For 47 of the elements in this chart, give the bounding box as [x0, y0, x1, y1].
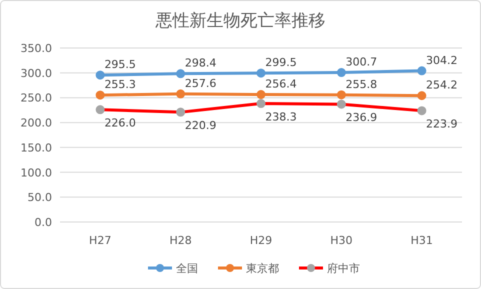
data-label: 295.5 — [104, 58, 136, 72]
y-tick-label: 100.0 — [20, 166, 52, 180]
x-tick-label: H29 — [250, 234, 272, 247]
data-label: 254.2 — [426, 78, 458, 92]
point — [96, 105, 105, 114]
point — [256, 90, 266, 100]
data-label: 220.9 — [184, 119, 216, 132]
y-tick-label: 350.0 — [20, 42, 52, 55]
x-tick-label: H28 — [169, 234, 192, 247]
point — [176, 108, 186, 117]
point — [96, 70, 105, 80]
data-label: 223.9 — [426, 118, 458, 131]
data-label: 236.9 — [346, 111, 378, 124]
x-tick-label: H31 — [410, 234, 433, 247]
point — [417, 66, 426, 76]
data-label: 255.3 — [104, 78, 136, 92]
data-label: 298.4 — [184, 56, 216, 70]
data-label: 300.7 — [346, 56, 378, 69]
legend-label: 府中市 — [327, 262, 360, 275]
point — [336, 90, 346, 100]
y-tick-label: 300.0 — [20, 66, 52, 80]
point — [176, 89, 186, 98]
legend-label: 全国 — [176, 262, 198, 275]
point — [256, 99, 266, 108]
y-tick-label: 200.0 — [20, 116, 52, 130]
point — [336, 68, 346, 78]
x-tick-label: H27 — [89, 234, 112, 247]
legend-label: 東京都 — [246, 262, 279, 275]
x-tick-label: H30 — [330, 234, 353, 247]
point — [417, 91, 426, 100]
data-label: 304.2 — [426, 54, 458, 67]
point — [417, 106, 426, 116]
point — [256, 68, 266, 78]
y-tick-label: 0.0 — [34, 216, 52, 229]
data-label: 299.5 — [265, 56, 297, 70]
chart-title: 悪性新生物死亡率推移 — [154, 11, 326, 31]
y-tick-label: 150.0 — [20, 141, 52, 154]
y-tick-label: 250.0 — [20, 92, 52, 105]
data-label: 256.4 — [265, 78, 297, 91]
y-tick-label: 50.0 — [28, 191, 52, 204]
data-label: 238.3 — [265, 110, 297, 124]
point — [96, 90, 105, 100]
data-label: 257.6 — [184, 76, 216, 90]
point — [336, 100, 346, 109]
data-label: 255.8 — [346, 78, 378, 91]
data-label: 226.0 — [104, 116, 136, 130]
point — [176, 69, 186, 78]
